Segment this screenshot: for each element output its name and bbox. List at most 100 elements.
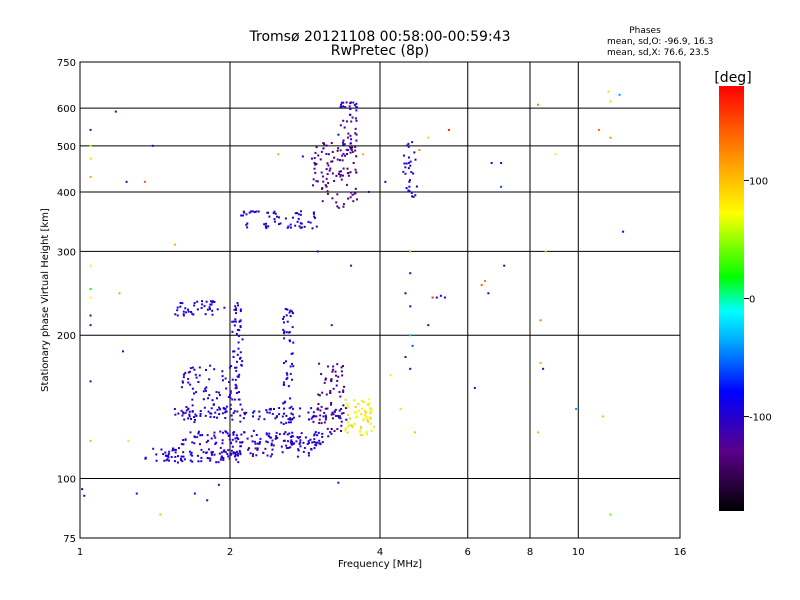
data-point: [264, 447, 267, 450]
data-point: [315, 225, 318, 228]
data-point: [300, 222, 303, 225]
data-point: [289, 397, 292, 400]
data-point: [173, 407, 176, 410]
data-point: [369, 412, 372, 415]
data-point: [367, 190, 370, 193]
data-point: [211, 399, 214, 402]
data-point: [290, 362, 293, 365]
data-point: [353, 411, 356, 414]
data-point: [312, 420, 315, 423]
data-point: [342, 105, 345, 108]
data-point: [313, 415, 316, 418]
data-point: [223, 449, 226, 452]
data-point: [282, 402, 285, 405]
data-point: [335, 174, 338, 177]
data-point: [89, 439, 92, 442]
data-point: [312, 211, 315, 214]
x-tick-label: 8: [527, 547, 533, 558]
data-point: [237, 391, 240, 394]
data-point: [326, 407, 329, 410]
data-point: [188, 370, 191, 373]
data-point: [289, 417, 292, 420]
data-point: [292, 365, 295, 368]
data-point: [407, 161, 410, 164]
data-point: [358, 430, 361, 433]
data-point: [284, 431, 287, 434]
stats-o: mean, sd,O: -96.9, 16.3: [607, 37, 713, 47]
data-point: [208, 378, 211, 381]
data-point: [353, 422, 356, 425]
data-point: [290, 443, 293, 446]
data-point: [191, 312, 194, 315]
data-point: [409, 160, 412, 163]
data-point: [330, 141, 333, 144]
data-point: [609, 513, 612, 516]
data-point: [329, 403, 332, 406]
data-point: [345, 183, 348, 186]
data-point: [299, 407, 302, 410]
data-point: [279, 222, 282, 225]
data-point: [325, 393, 328, 396]
data-point: [206, 434, 209, 437]
data-point: [407, 156, 410, 159]
data-point: [216, 308, 219, 311]
stats-x: mean, sd,X: 76.6, 23.5: [607, 48, 709, 58]
data-point: [288, 311, 291, 314]
data-point: [362, 401, 365, 404]
data-point: [408, 190, 411, 193]
data-point: [338, 159, 341, 162]
data-point: [211, 309, 214, 312]
data-point: [186, 308, 189, 311]
data-point: [342, 412, 345, 415]
data-point: [207, 397, 210, 400]
data-point: [418, 148, 421, 151]
data-point: [347, 406, 350, 409]
data-point: [299, 226, 302, 229]
data-point: [355, 109, 358, 112]
data-point: [321, 200, 324, 203]
data-point: [282, 381, 285, 384]
data-point: [187, 371, 190, 374]
data-point: [335, 374, 338, 377]
data-point: [291, 431, 294, 434]
data-point: [245, 213, 248, 216]
data-point: [182, 314, 185, 317]
data-point: [325, 144, 328, 147]
data-point: [314, 171, 317, 174]
data-point: [191, 441, 194, 444]
data-point: [266, 454, 269, 457]
data-points: [81, 90, 625, 516]
data-point: [247, 448, 250, 451]
data-point: [341, 154, 344, 157]
data-point: [263, 223, 266, 226]
data-point: [317, 154, 320, 157]
data-point: [399, 407, 402, 410]
data-point: [542, 367, 545, 370]
colorbar-tick-label: -100: [749, 413, 772, 424]
data-point: [408, 185, 411, 188]
data-point: [230, 414, 233, 417]
x-tick-label: 4: [377, 547, 383, 558]
data-point: [341, 141, 344, 144]
data-point: [160, 448, 163, 451]
data-point: [235, 434, 238, 437]
data-point: [347, 197, 350, 200]
data-point: [366, 403, 369, 406]
data-point: [310, 407, 313, 410]
data-point: [407, 142, 410, 145]
data-point: [339, 149, 342, 152]
data-point: [162, 453, 165, 456]
data-point: [314, 151, 317, 154]
data-point: [266, 411, 269, 414]
data-point: [205, 441, 208, 444]
data-point: [167, 456, 170, 459]
data-point: [234, 383, 237, 386]
data-point: [331, 151, 334, 154]
data-point: [346, 402, 349, 405]
data-point: [207, 448, 210, 451]
data-point: [193, 368, 196, 371]
data-point: [211, 451, 214, 454]
data-point: [207, 410, 210, 413]
data-point: [180, 386, 183, 389]
data-point: [183, 458, 186, 461]
